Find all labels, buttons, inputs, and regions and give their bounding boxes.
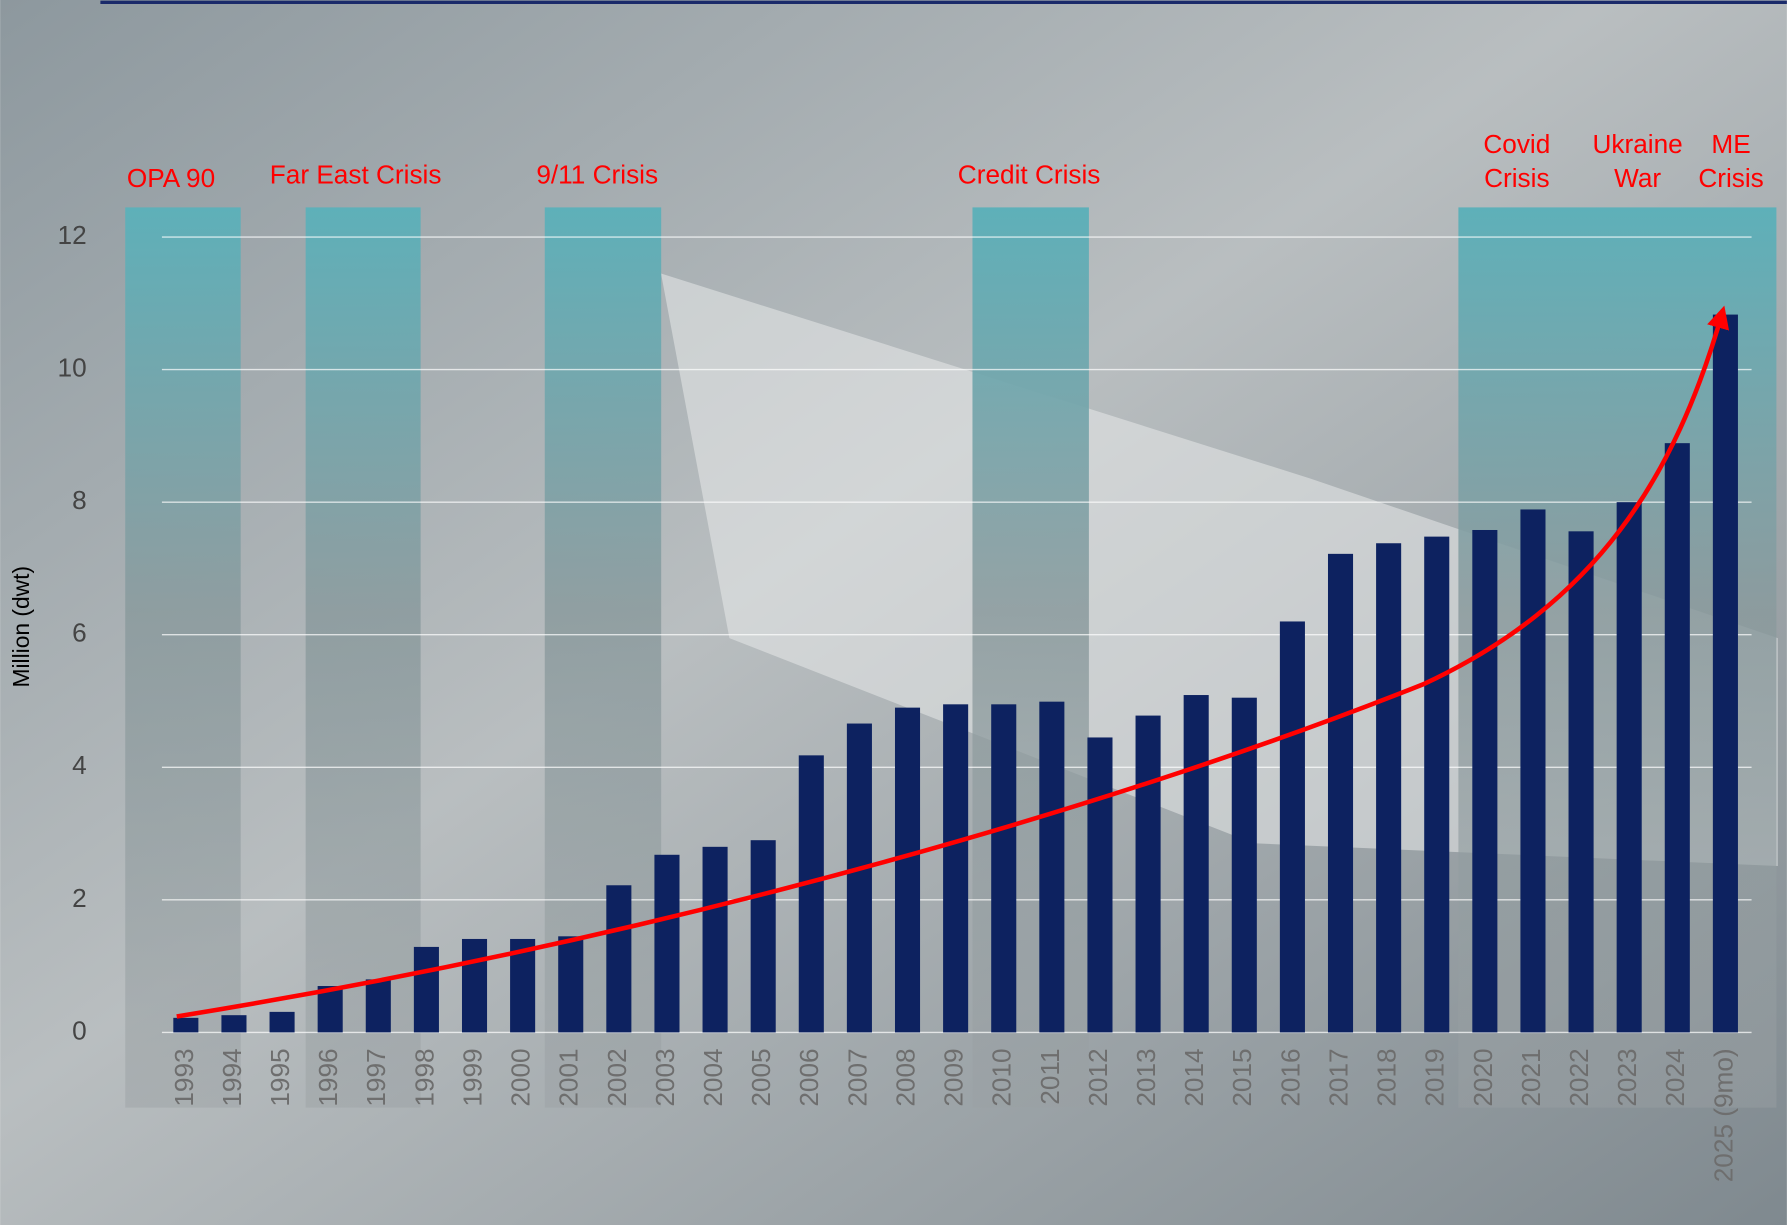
bar: [943, 704, 969, 1033]
y-tick-label: 10: [58, 353, 87, 383]
trend-arrow: [176, 305, 1730, 1019]
x-tick-label: 2003: [650, 1048, 680, 1106]
y-tick-label: 12: [58, 220, 87, 250]
x-tick-label: 2017: [1323, 1048, 1353, 1106]
x-tick-label: 2021: [1516, 1048, 1546, 1106]
bar: [1520, 509, 1546, 1033]
crisis-band: [305, 207, 421, 1108]
x-tick-label: 2009: [939, 1048, 969, 1106]
bar: [413, 946, 439, 1033]
x-tick-label: 2022: [1564, 1048, 1594, 1106]
x-tick-label: 1995: [265, 1048, 295, 1106]
crisis-label: OPA 90: [127, 163, 215, 193]
x-tick-label: 2002: [602, 1048, 632, 1106]
bar: [894, 707, 921, 1033]
bar: [558, 936, 584, 1033]
bar: [1327, 553, 1354, 1033]
bar: [846, 723, 872, 1033]
crisis-band: [125, 207, 241, 1108]
bar: [365, 979, 391, 1033]
y-tick-label: 4: [72, 750, 87, 780]
x-tick-label: 2014: [1179, 1048, 1209, 1106]
x-tick-label: 2008: [890, 1048, 920, 1106]
plot: 0 2 4 6 8 10 12 1993 1994 1995 1996 1997 1998 1999 200…: [58, 220, 1752, 1182]
crisis-band: [972, 207, 1089, 1108]
x-tick-label: 2005: [746, 1048, 776, 1106]
y-tick-label: 2: [72, 883, 87, 913]
bar: [173, 1017, 199, 1033]
x-tick-label: 2007: [842, 1048, 872, 1106]
x-tick-label: 1996: [313, 1048, 343, 1106]
bar: [1616, 502, 1642, 1033]
y-tick-label: 6: [72, 618, 87, 648]
crisis-label: ME: [1711, 129, 1750, 159]
x-tick-label: 1997: [361, 1048, 391, 1106]
bar: [750, 840, 776, 1033]
bar: [269, 1011, 295, 1033]
x-tick-label: 2023: [1612, 1048, 1642, 1106]
crisis-label: Crisis: [1698, 163, 1763, 193]
y-axis-label: Million (dwt): [8, 566, 34, 688]
bar: [221, 1015, 247, 1033]
crisis-label: Covid: [1483, 129, 1550, 159]
bar: [606, 885, 632, 1033]
x-tick-label: 1999: [457, 1048, 487, 1106]
x-tick-label: 2025 (9mo): [1708, 1048, 1738, 1182]
x-tick-label: 2024: [1660, 1048, 1690, 1106]
crisis-label: Credit Crisis: [958, 160, 1101, 190]
bar: [991, 704, 1017, 1033]
x-tick-label: 2013: [1131, 1048, 1161, 1106]
x-tick-label: 2019: [1420, 1048, 1450, 1106]
x-tick-label: 1993: [169, 1048, 199, 1106]
y-tick-label: 0: [72, 1015, 87, 1045]
bar: [1664, 443, 1690, 1033]
x-tick-label: 2006: [794, 1048, 824, 1106]
bar: [1135, 715, 1161, 1033]
crisis-label: Ukraine: [1592, 129, 1682, 159]
x-tick-label: 2016: [1275, 1048, 1305, 1106]
bar: [1279, 621, 1305, 1033]
x-tick-label: 2004: [698, 1048, 728, 1106]
x-tick-label: 2020: [1468, 1048, 1498, 1106]
x-tick-label: 1998: [409, 1048, 439, 1106]
crisis-label: 9/11 Crisis: [536, 160, 658, 190]
bar: [1424, 536, 1450, 1033]
bar: [1087, 737, 1113, 1033]
x-tick-label: 2010: [987, 1048, 1017, 1106]
x-tick-label: 2015: [1227, 1048, 1257, 1106]
bar: [702, 846, 728, 1033]
crisis-label: War: [1614, 163, 1661, 193]
crisis-label: Far East Crisis: [270, 160, 442, 190]
bar: [1183, 695, 1209, 1033]
x-tick-label: 2000: [506, 1048, 536, 1106]
x-tick-label: 2012: [1083, 1048, 1113, 1106]
bar: [798, 755, 824, 1033]
bar: [317, 986, 343, 1033]
crisis-label: Crisis: [1484, 163, 1549, 193]
bar: [1568, 531, 1594, 1033]
bar: [1376, 543, 1402, 1033]
bar: [461, 938, 488, 1033]
bar: [1472, 529, 1498, 1033]
x-tick-label: 2011: [1035, 1048, 1065, 1104]
y-tick-label: 8: [72, 485, 87, 515]
x-tick-label: 2018: [1372, 1048, 1402, 1106]
bar: [1039, 701, 1065, 1033]
bar: [1712, 314, 1738, 1033]
x-tick-label: 1994: [217, 1048, 247, 1106]
bar: [654, 854, 680, 1033]
x-tick-label: 2001: [554, 1048, 584, 1106]
